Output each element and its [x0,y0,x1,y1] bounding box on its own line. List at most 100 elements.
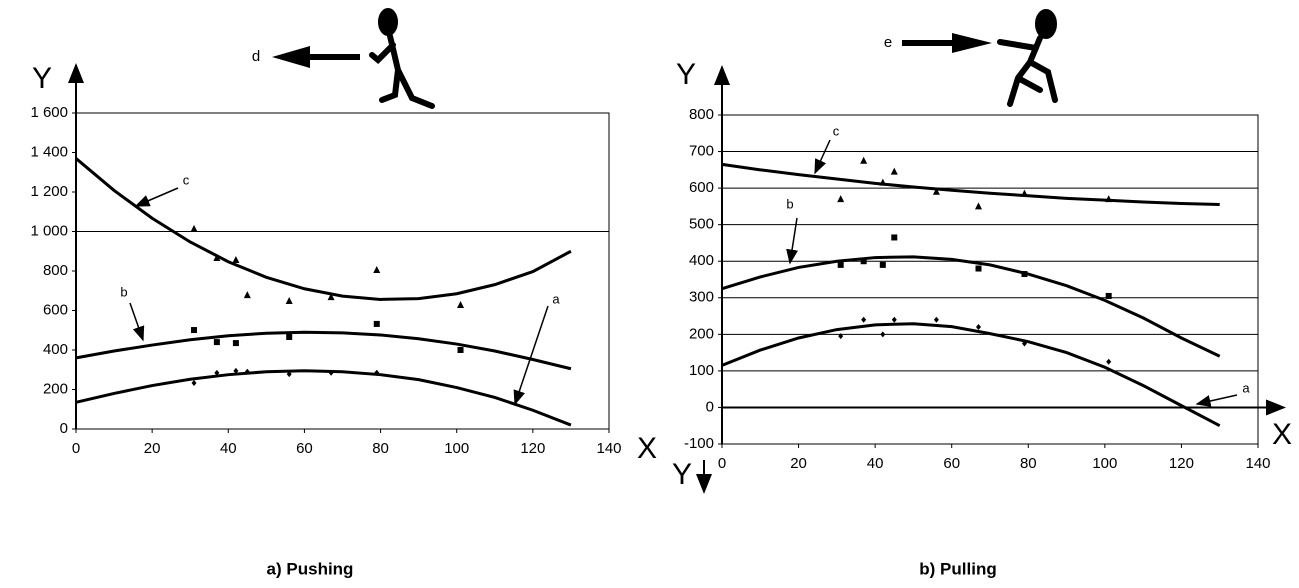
data-point [879,178,887,186]
data-point [214,369,220,376]
data-point [327,293,335,301]
data-point [975,202,983,210]
y-axis-label: Y [32,62,52,95]
data-point [880,331,886,338]
x-tick-label: 100 [444,440,469,457]
direction-arrow [272,46,360,68]
y-tick-label: 300 [689,289,714,306]
x-tick-label: 40 [867,455,884,472]
data-point [191,379,197,386]
data-point [861,316,867,323]
data-point [243,291,251,299]
x-axis-label: X [1272,418,1292,451]
x-tick-label: 20 [144,440,161,457]
pulling-figure [997,9,1058,107]
x-tick-label: 80 [372,440,389,457]
y-tick-label: 500 [689,216,714,233]
fit-curve [721,162,1220,207]
y-tick-label: 0 [60,420,68,437]
x-tick-label: 120 [1169,455,1194,472]
data-point [457,300,465,308]
y-tick-label: 200 [689,325,714,342]
data-point [1105,195,1113,203]
data-point [286,333,293,340]
data-point [1105,292,1112,299]
x-tick-label: 60 [943,455,960,472]
curve-label: a [1242,380,1250,395]
data-point [232,255,240,263]
data-point [1021,271,1028,278]
y-tick-label: 600 [43,301,68,318]
y-tick-label: 400 [689,252,714,269]
data-point [976,324,982,331]
x-tick-label: 20 [790,455,807,472]
data-point [232,340,239,347]
y-tick-label: 100 [689,362,714,379]
y-tick-label: 0 [706,398,714,415]
x-tick-label: 60 [296,440,313,457]
curve-label-arrow [786,217,799,265]
data-point [285,297,293,305]
data-point [213,339,220,346]
fit-curve [75,157,572,301]
x-tick-label: 0 [718,455,726,472]
data-point [838,333,844,340]
curve-label-arrow [129,302,145,342]
data-point [860,258,867,265]
data-point [233,367,239,374]
data-point [328,369,334,376]
y-axis-label: Y [676,58,696,91]
x-tick-label: 40 [220,440,237,457]
direction-label: d [252,48,260,65]
x-tick-label: 0 [72,440,80,457]
x-tick-label: 100 [1092,455,1117,472]
y-tick-label: 800 [689,106,714,123]
fit-curve [721,255,1221,358]
plot-frame [75,112,610,430]
curve-label-arrow [134,187,179,207]
y-tick-label: 1 600 [30,104,68,121]
data-point [1021,340,1027,347]
x-tick-label: 80 [1020,455,1037,472]
data-point [837,261,844,268]
chart-title: b) Pulling [919,559,996,578]
data-point [933,316,939,323]
fit-curve [75,369,572,427]
data-point [373,320,380,327]
curve-label: c [833,123,840,138]
curve-label: b [120,284,127,299]
data-point [373,266,381,274]
curve-label-arrow [1195,394,1238,407]
data-point [190,224,198,232]
y-tick-label: 600 [689,179,714,196]
data-point [374,369,380,376]
fit-curve [75,330,572,371]
y-tick-label: 400 [43,341,68,358]
y-tick-label: 1 000 [30,222,68,239]
curve-label-arrow [513,305,549,406]
curve-label-arrow [814,139,831,175]
y-tick-label: 200 [43,380,68,397]
data-point [244,368,250,375]
y-tick-label: 800 [43,262,68,279]
data-point [457,347,464,353]
data-point [932,187,940,195]
curve-label: c [183,172,190,187]
data-point [213,253,221,261]
data-point [1020,189,1028,197]
y-tick-label: 1 400 [30,143,68,160]
y-axis-label: Y [672,458,692,491]
fit-curve [721,322,1221,428]
x-tick-label: 140 [1245,455,1270,472]
data-point [879,261,886,268]
pushing-figure [369,8,435,109]
y-tick-label: 700 [689,143,714,160]
data-point [891,316,897,323]
curve-label: b [786,196,793,211]
plot-frame [721,114,1259,445]
data-point [191,327,198,334]
direction-label: e [884,34,892,51]
data-point [286,371,292,378]
x-tick-label: 140 [596,440,621,457]
